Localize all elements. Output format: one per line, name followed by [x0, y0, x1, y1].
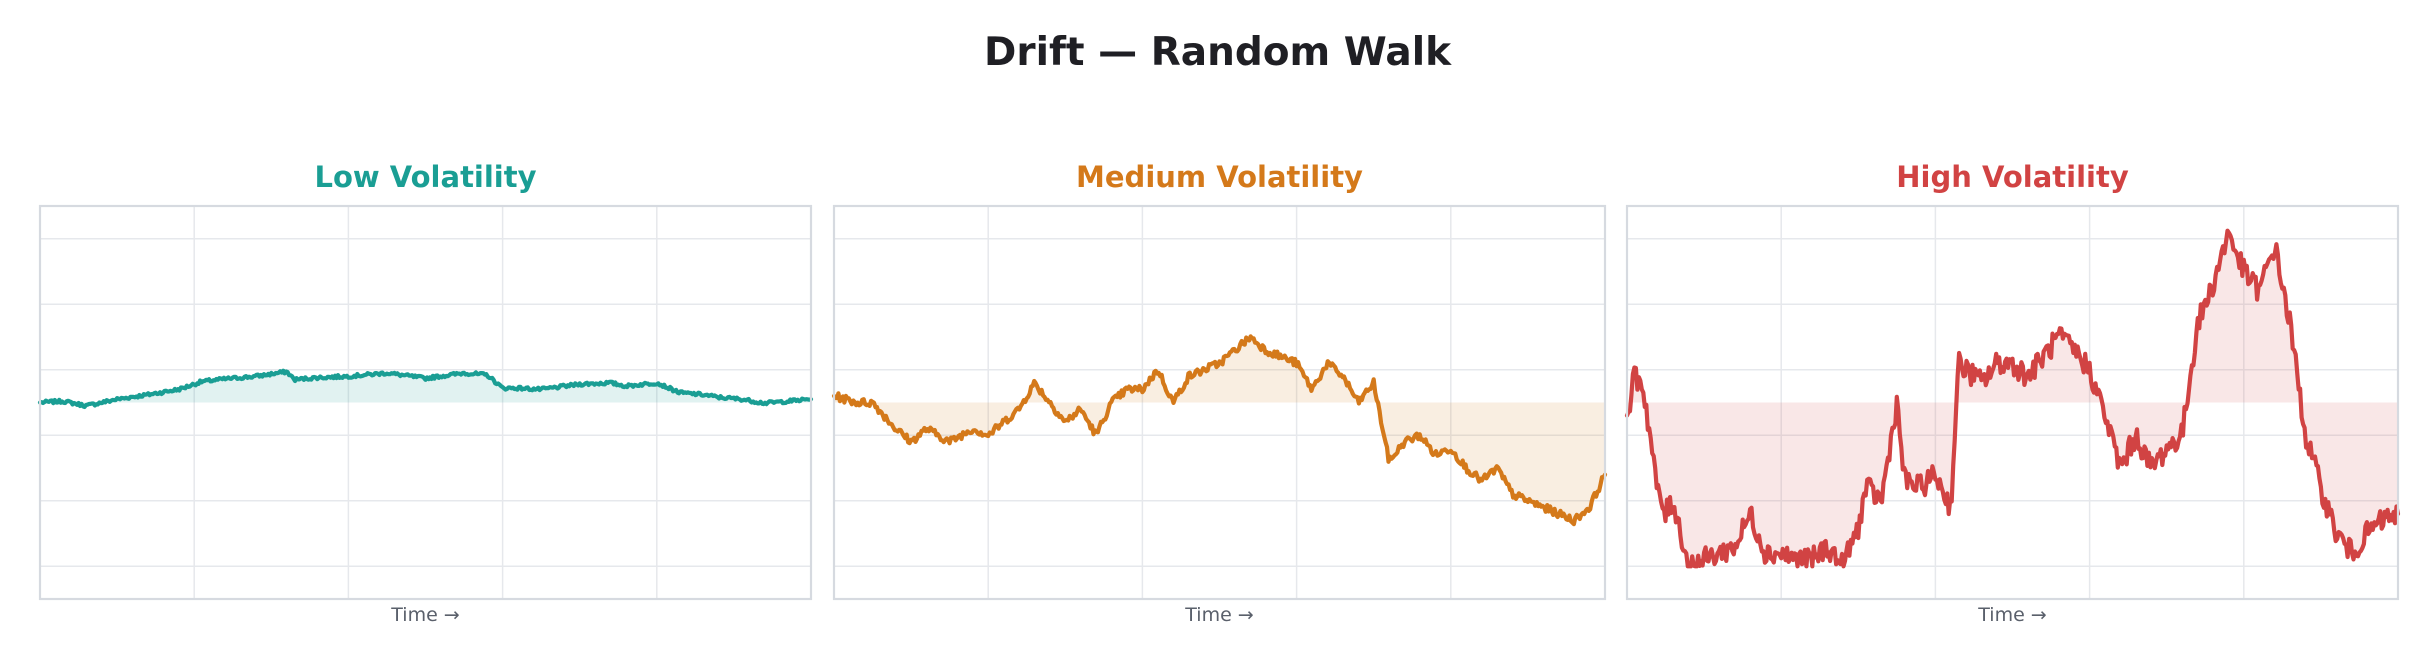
- x-axis-label-high: Time →: [1978, 604, 2047, 626]
- x-axis-label-low: Time →: [391, 604, 460, 626]
- series-line: [37, 368, 814, 410]
- chart-suptitle: Drift — Random Walk: [983, 30, 1452, 75]
- area-fill: [834, 336, 1605, 525]
- axes-frame: [1625, 204, 2400, 601]
- panel-title-low: Low Volatility: [314, 160, 537, 194]
- x-axis-label-medium: Time →: [1185, 604, 1254, 626]
- panel-title-medium: Medium Volatility: [1076, 160, 1363, 194]
- axes-frame: [832, 204, 1607, 601]
- series-line: [1624, 228, 2401, 569]
- axes-frame: [38, 204, 813, 601]
- panel-title-high: High Volatility: [1896, 160, 2129, 194]
- area-fill: [1627, 230, 2398, 567]
- series-line: [831, 334, 1608, 527]
- panel-high: [1624, 204, 2401, 601]
- panel-low: [37, 204, 814, 601]
- panel-medium: [831, 204, 1608, 601]
